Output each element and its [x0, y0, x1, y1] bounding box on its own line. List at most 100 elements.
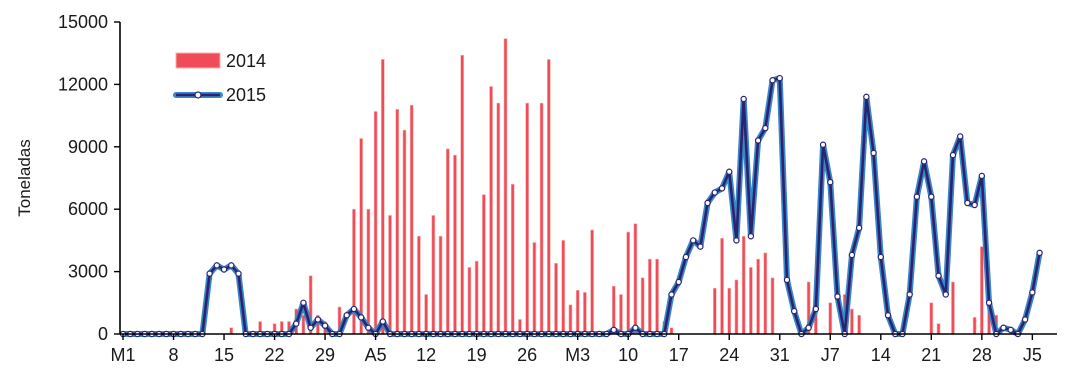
- y-axis-title: Toneladas: [15, 139, 34, 217]
- point-2015: [949, 151, 957, 159]
- bar-2014: [359, 138, 363, 335]
- x-tick-label: 21: [921, 345, 941, 365]
- point-2015: [689, 237, 697, 244]
- x-tick-label: 8: [169, 345, 179, 365]
- bar-2014: [366, 208, 371, 335]
- x-tick-label: 29: [315, 345, 335, 365]
- bar-2014: [561, 240, 566, 335]
- point-2015: [819, 141, 827, 148]
- bar-2014: [655, 258, 659, 335]
- point-2015: [928, 193, 935, 200]
- bar-2014: [720, 238, 724, 335]
- point-2015: [1029, 289, 1036, 296]
- x-tick-label: 17: [669, 345, 689, 365]
- x-tick-label: M3: [565, 345, 590, 365]
- bar-2014: [756, 258, 760, 335]
- bars-2014: [229, 38, 999, 335]
- bar-2014: [373, 111, 378, 335]
- bar-2014: [951, 281, 955, 335]
- bar-2014: [734, 279, 739, 335]
- bar-2014: [301, 314, 306, 335]
- point-2015: [790, 307, 798, 315]
- point-2015: [1021, 316, 1029, 323]
- point-2015: [1007, 326, 1014, 334]
- y-tick-label: 12000: [58, 74, 108, 94]
- point-2015: [379, 318, 387, 325]
- point-2015: [632, 324, 639, 331]
- point-2015: [964, 199, 971, 207]
- bar-2014: [388, 215, 392, 335]
- line-2015-outline: [120, 75, 1043, 337]
- point-2015: [228, 262, 235, 269]
- point-2015: [350, 305, 358, 313]
- bar-2014: [626, 231, 630, 335]
- point-2015: [812, 305, 820, 313]
- point-2015: [697, 243, 704, 250]
- point-2015: [610, 326, 617, 334]
- point-2015: [740, 95, 747, 103]
- point-2015: [906, 291, 913, 298]
- point-2015: [314, 316, 322, 323]
- point-2015: [682, 253, 690, 261]
- point-2015: [920, 158, 928, 165]
- point-2015: [805, 324, 812, 331]
- legend-label-2014: 2014: [226, 51, 266, 71]
- y-tick-label: 6000: [68, 199, 108, 219]
- bar-2014: [402, 129, 407, 335]
- point-2015: [978, 172, 986, 180]
- y-tick-label: 3000: [68, 262, 108, 282]
- bar-2014: [648, 258, 652, 335]
- bar-2014: [929, 302, 934, 335]
- legend-label-2015: 2015: [226, 85, 266, 105]
- point-2015: [848, 251, 856, 259]
- x-tick-label: A5: [365, 345, 387, 365]
- bar-2014: [554, 262, 558, 335]
- x-tick-label: 26: [517, 345, 537, 365]
- bar-2014: [496, 102, 501, 335]
- bar-2014: [352, 208, 356, 335]
- point-2015: [985, 299, 993, 306]
- legend: 2014 2015: [173, 51, 266, 105]
- bar-2014: [850, 308, 854, 335]
- bar-2014: [575, 290, 580, 335]
- line-2015: [119, 74, 1043, 338]
- point-2015: [733, 237, 740, 244]
- legend-marker-2015: [194, 91, 202, 99]
- point-2015: [293, 320, 300, 327]
- bar-2014: [510, 183, 515, 335]
- bar-2014: [727, 287, 732, 335]
- point-2015: [1000, 324, 1007, 331]
- y-tick-label: 15000: [58, 12, 108, 32]
- bar-2014: [381, 59, 385, 335]
- x-tick-label: M1: [110, 345, 135, 365]
- point-2015: [321, 322, 329, 329]
- bar-2014: [409, 104, 414, 335]
- bar-2014: [770, 277, 775, 335]
- bar-2014: [763, 252, 768, 335]
- bar-2014: [229, 327, 234, 335]
- bar-2014: [568, 304, 573, 335]
- point-2015: [206, 270, 213, 277]
- bar-2014: [445, 148, 450, 335]
- x-tick-label: 28: [972, 345, 992, 365]
- point-2015: [668, 291, 675, 298]
- bar-2014: [453, 154, 457, 335]
- point-2015: [726, 168, 733, 175]
- point-2015: [235, 270, 242, 277]
- point-2015: [365, 324, 372, 331]
- bar-2014: [424, 294, 428, 335]
- bar-2014: [640, 277, 645, 335]
- point-2015: [300, 299, 307, 306]
- bar-2014: [525, 102, 529, 335]
- point-2015: [827, 178, 834, 186]
- bar-2014: [532, 242, 537, 335]
- bar-2014: [417, 235, 421, 335]
- x-tick-label: 15: [214, 345, 234, 365]
- point-2015: [711, 189, 719, 196]
- point-2015: [220, 266, 228, 273]
- point-2015: [675, 278, 682, 286]
- point-2015: [357, 314, 365, 321]
- point-2015: [213, 262, 221, 269]
